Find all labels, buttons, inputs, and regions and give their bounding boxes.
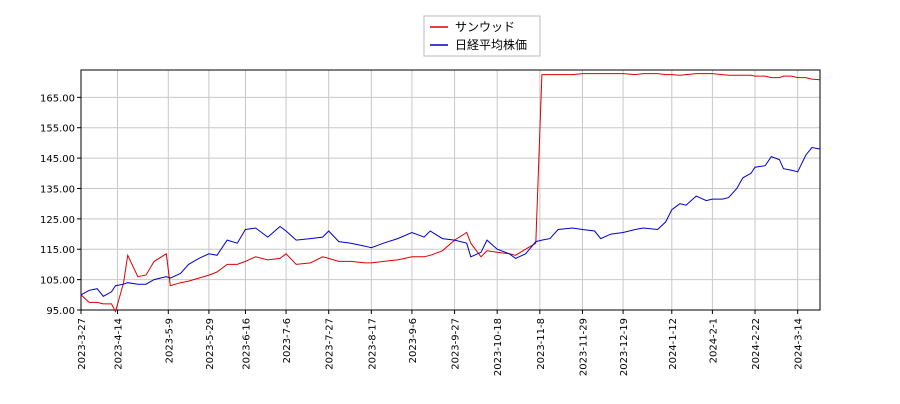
y-tick-label: 115.00 <box>40 245 75 256</box>
x-tick-label: 2023-9-27 <box>451 318 462 370</box>
x-tick-label: 2023-10-18 <box>493 318 504 376</box>
x-tick-label: 2023-11-29 <box>578 318 589 376</box>
y-tick-label: 95.00 <box>46 306 75 317</box>
x-tick-label: 2023-5-29 <box>205 318 216 370</box>
legend-label: サンウッド <box>455 20 515 34</box>
x-tick-label: 2024-3-14 <box>794 318 805 370</box>
y-tick-label: 135.00 <box>40 184 75 195</box>
x-tick-label: 2023-7-27 <box>325 318 336 370</box>
x-tick-label: 2023-8-17 <box>367 318 378 370</box>
y-tick-label: 145.00 <box>40 154 75 165</box>
x-tick-label: 2023-11-8 <box>536 318 547 370</box>
y-tick-label: 155.00 <box>40 124 75 135</box>
y-tick-label: 165.00 <box>40 93 75 104</box>
series-line <box>80 73 821 313</box>
x-tick-label: 2024-2-1 <box>708 318 719 363</box>
x-tick-label: 2024-2-22 <box>751 318 762 370</box>
legend-label: 日経平均株価 <box>455 37 527 52</box>
series-line <box>80 146 821 297</box>
x-tick-label: 2023-6-16 <box>241 318 252 370</box>
plot-frame <box>80 69 821 311</box>
legend-box <box>423 15 541 57</box>
y-tick-label: 105.00 <box>40 276 75 287</box>
x-tick-label: 2023-5-9 <box>164 318 175 363</box>
y-tick-label: 125.00 <box>40 215 75 226</box>
x-tick-label: 2023-4-14 <box>114 318 125 370</box>
x-tick-label: 2023-12-19 <box>619 318 630 376</box>
x-tick-label: 2023-9-6 <box>408 318 419 363</box>
x-tick-label: 2023-7-6 <box>282 318 293 363</box>
x-tick-label: 2024-1-12 <box>668 318 679 370</box>
x-tick-label: 2023-3-27 <box>77 318 88 370</box>
